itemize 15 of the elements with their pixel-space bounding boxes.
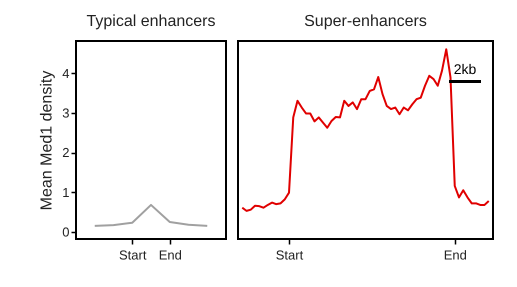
x-tick-label: Start <box>276 248 304 262</box>
y-tick-label: 1 <box>62 184 70 200</box>
chart-title: Super-enhancers <box>304 13 427 30</box>
line-series <box>94 204 208 227</box>
x-tick-label: Start <box>119 248 147 262</box>
y-tick-label: 4 <box>62 66 70 81</box>
y-tick-label: 0 <box>62 224 70 240</box>
y-tick-label: 2 <box>62 145 70 160</box>
y-tick-label: 3 <box>62 106 70 121</box>
x-tick-label: End <box>444 248 467 262</box>
y-axis-title: Mean Med1 density <box>38 70 56 210</box>
x-tick-label: End <box>158 248 182 262</box>
chart-title: Typical enhancers <box>86 13 216 30</box>
annotation: 2kb <box>452 61 478 77</box>
scale-bar: 2kb <box>449 61 481 83</box>
